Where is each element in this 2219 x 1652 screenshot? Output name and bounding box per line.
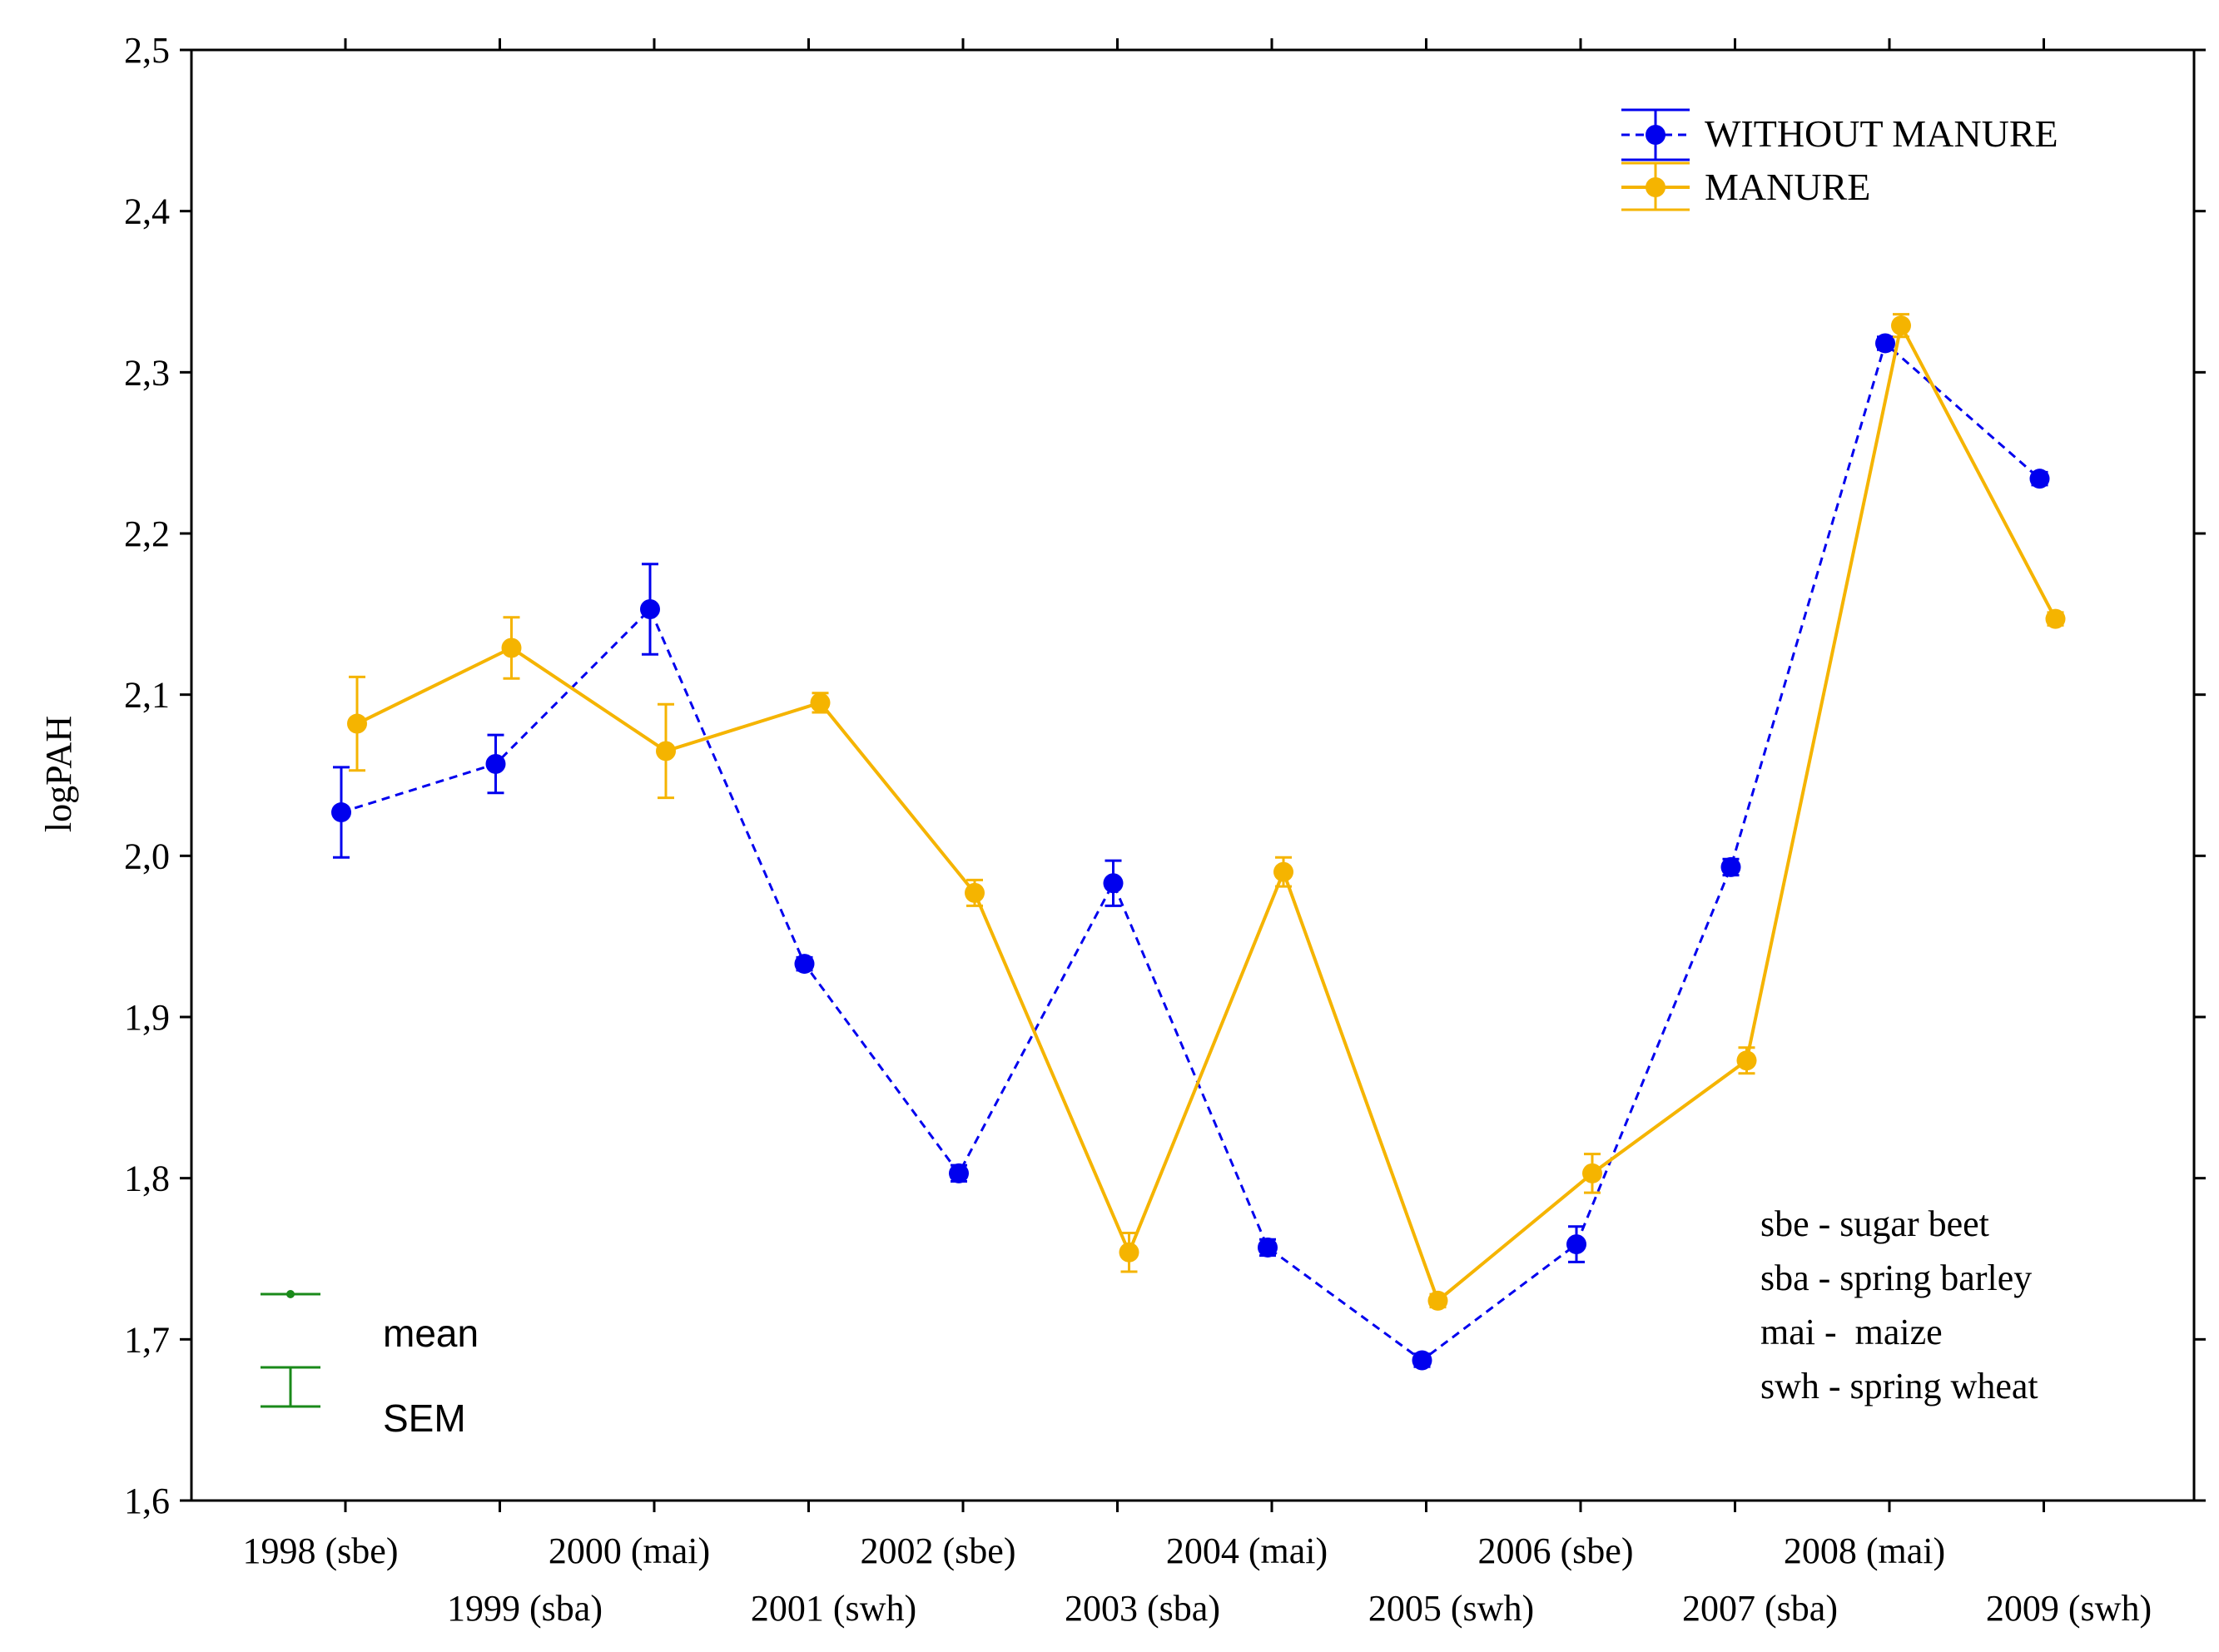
data-point	[485, 753, 506, 774]
legend-manure-marker	[1646, 177, 1665, 197]
y-tick-label: 1,9	[124, 997, 170, 1038]
series-without-manure	[331, 333, 2050, 1371]
y-tick-label: 2,2	[124, 513, 170, 554]
y-tick-label: 2,4	[124, 191, 170, 232]
series-layer	[331, 313, 2066, 1371]
x-tick-label: 2008 (mai)	[1784, 1530, 1945, 1571]
x-tick-label: 2009 (swh)	[1986, 1588, 2152, 1629]
y-axis-label: logPAH	[38, 716, 79, 832]
legend-item-without-manure: WITHOUT MANURE	[1621, 108, 2058, 161]
data-point	[949, 1163, 969, 1183]
y-tick-label: 2,3	[124, 352, 170, 393]
data-point	[1103, 873, 1124, 894]
key-mean-marker	[286, 1290, 295, 1298]
mean-sem-key: mean SEM	[261, 1290, 479, 1440]
data-point	[1582, 1163, 1602, 1183]
data-point	[1412, 1350, 1432, 1371]
y-tick-label: 1,7	[124, 1319, 170, 1360]
data-point	[1258, 1237, 1278, 1258]
x-tick-label: 1999 (sba)	[447, 1588, 603, 1629]
y-tick-label: 2,0	[124, 836, 170, 876]
data-point	[347, 713, 367, 734]
data-point	[1119, 1242, 1139, 1263]
crop-legend-sbe: sbe - sugar beet	[1760, 1203, 1989, 1244]
data-point	[965, 882, 985, 903]
data-point	[1875, 333, 1895, 354]
x-tick-label: 2002 (sbe)	[861, 1530, 1016, 1571]
x-tick-label: 2003 (sba)	[1065, 1588, 1220, 1629]
data-point	[794, 954, 815, 975]
y-tick-label: 1,6	[124, 1481, 170, 1521]
data-point	[2045, 608, 2066, 629]
x-tick-label: 2001 (swh)	[751, 1588, 916, 1629]
data-point	[656, 741, 676, 762]
legend-manure-label: MANURE	[1705, 166, 1870, 208]
x-tick-label: 2004 (mai)	[1166, 1530, 1328, 1571]
data-point	[640, 599, 660, 620]
data-point	[1427, 1290, 1448, 1311]
x-tick-label: 2000 (mai)	[549, 1530, 710, 1571]
legend-item-manure: MANURE	[1621, 161, 1870, 211]
series-line	[356, 320, 2058, 1304]
series-manure	[347, 313, 2066, 1311]
y-tick-label: 2,5	[124, 30, 170, 71]
x-tick-label: 2005 (swh)	[1368, 1588, 1534, 1629]
legend-without-manure-marker	[1646, 125, 1665, 145]
y-tick-label: 2,1	[124, 675, 170, 716]
key-mean-label: mean	[383, 1312, 479, 1355]
series-line	[340, 340, 2041, 1362]
data-point	[1566, 1234, 1586, 1255]
data-point	[2029, 469, 2050, 489]
crop-legend-sba: sba - spring barley	[1760, 1258, 2032, 1298]
x-axis: 1998 (sbe) 1999 (sba) 2000 (mai) 2001 (swh)…	[243, 38, 2152, 1629]
data-point	[1720, 856, 1741, 877]
series-legend: WITHOUT MANURE MANURE	[1621, 108, 2058, 211]
data-point	[331, 802, 351, 823]
data-point	[1273, 861, 1293, 882]
x-tick-label: 1998 (sbe)	[243, 1530, 399, 1571]
legend-without-manure-label: WITHOUT MANURE	[1705, 112, 2058, 155]
data-point	[501, 637, 522, 658]
crop-legend: sbe - sugar beet sba - spring barley mai…	[1760, 1203, 2038, 1406]
y-tick-label: 1,8	[124, 1158, 170, 1199]
crop-legend-swh: swh - spring wheat	[1760, 1366, 2038, 1406]
y-axis: 1,6 1,7 1,8 1,9 2,0 2,1 2,2 2,3 2,4 2,5	[124, 30, 2206, 1521]
data-point	[810, 692, 831, 713]
key-sem-label: SEM	[383, 1397, 466, 1440]
x-tick-label: 2006 (sbe)	[1478, 1530, 1634, 1571]
data-point	[1736, 1050, 1757, 1071]
x-tick-label: 2007 (sba)	[1682, 1588, 1838, 1629]
crop-legend-mai: mai - maize	[1760, 1312, 1943, 1352]
plot-frame	[190, 48, 2196, 1502]
data-point	[1891, 315, 1911, 336]
